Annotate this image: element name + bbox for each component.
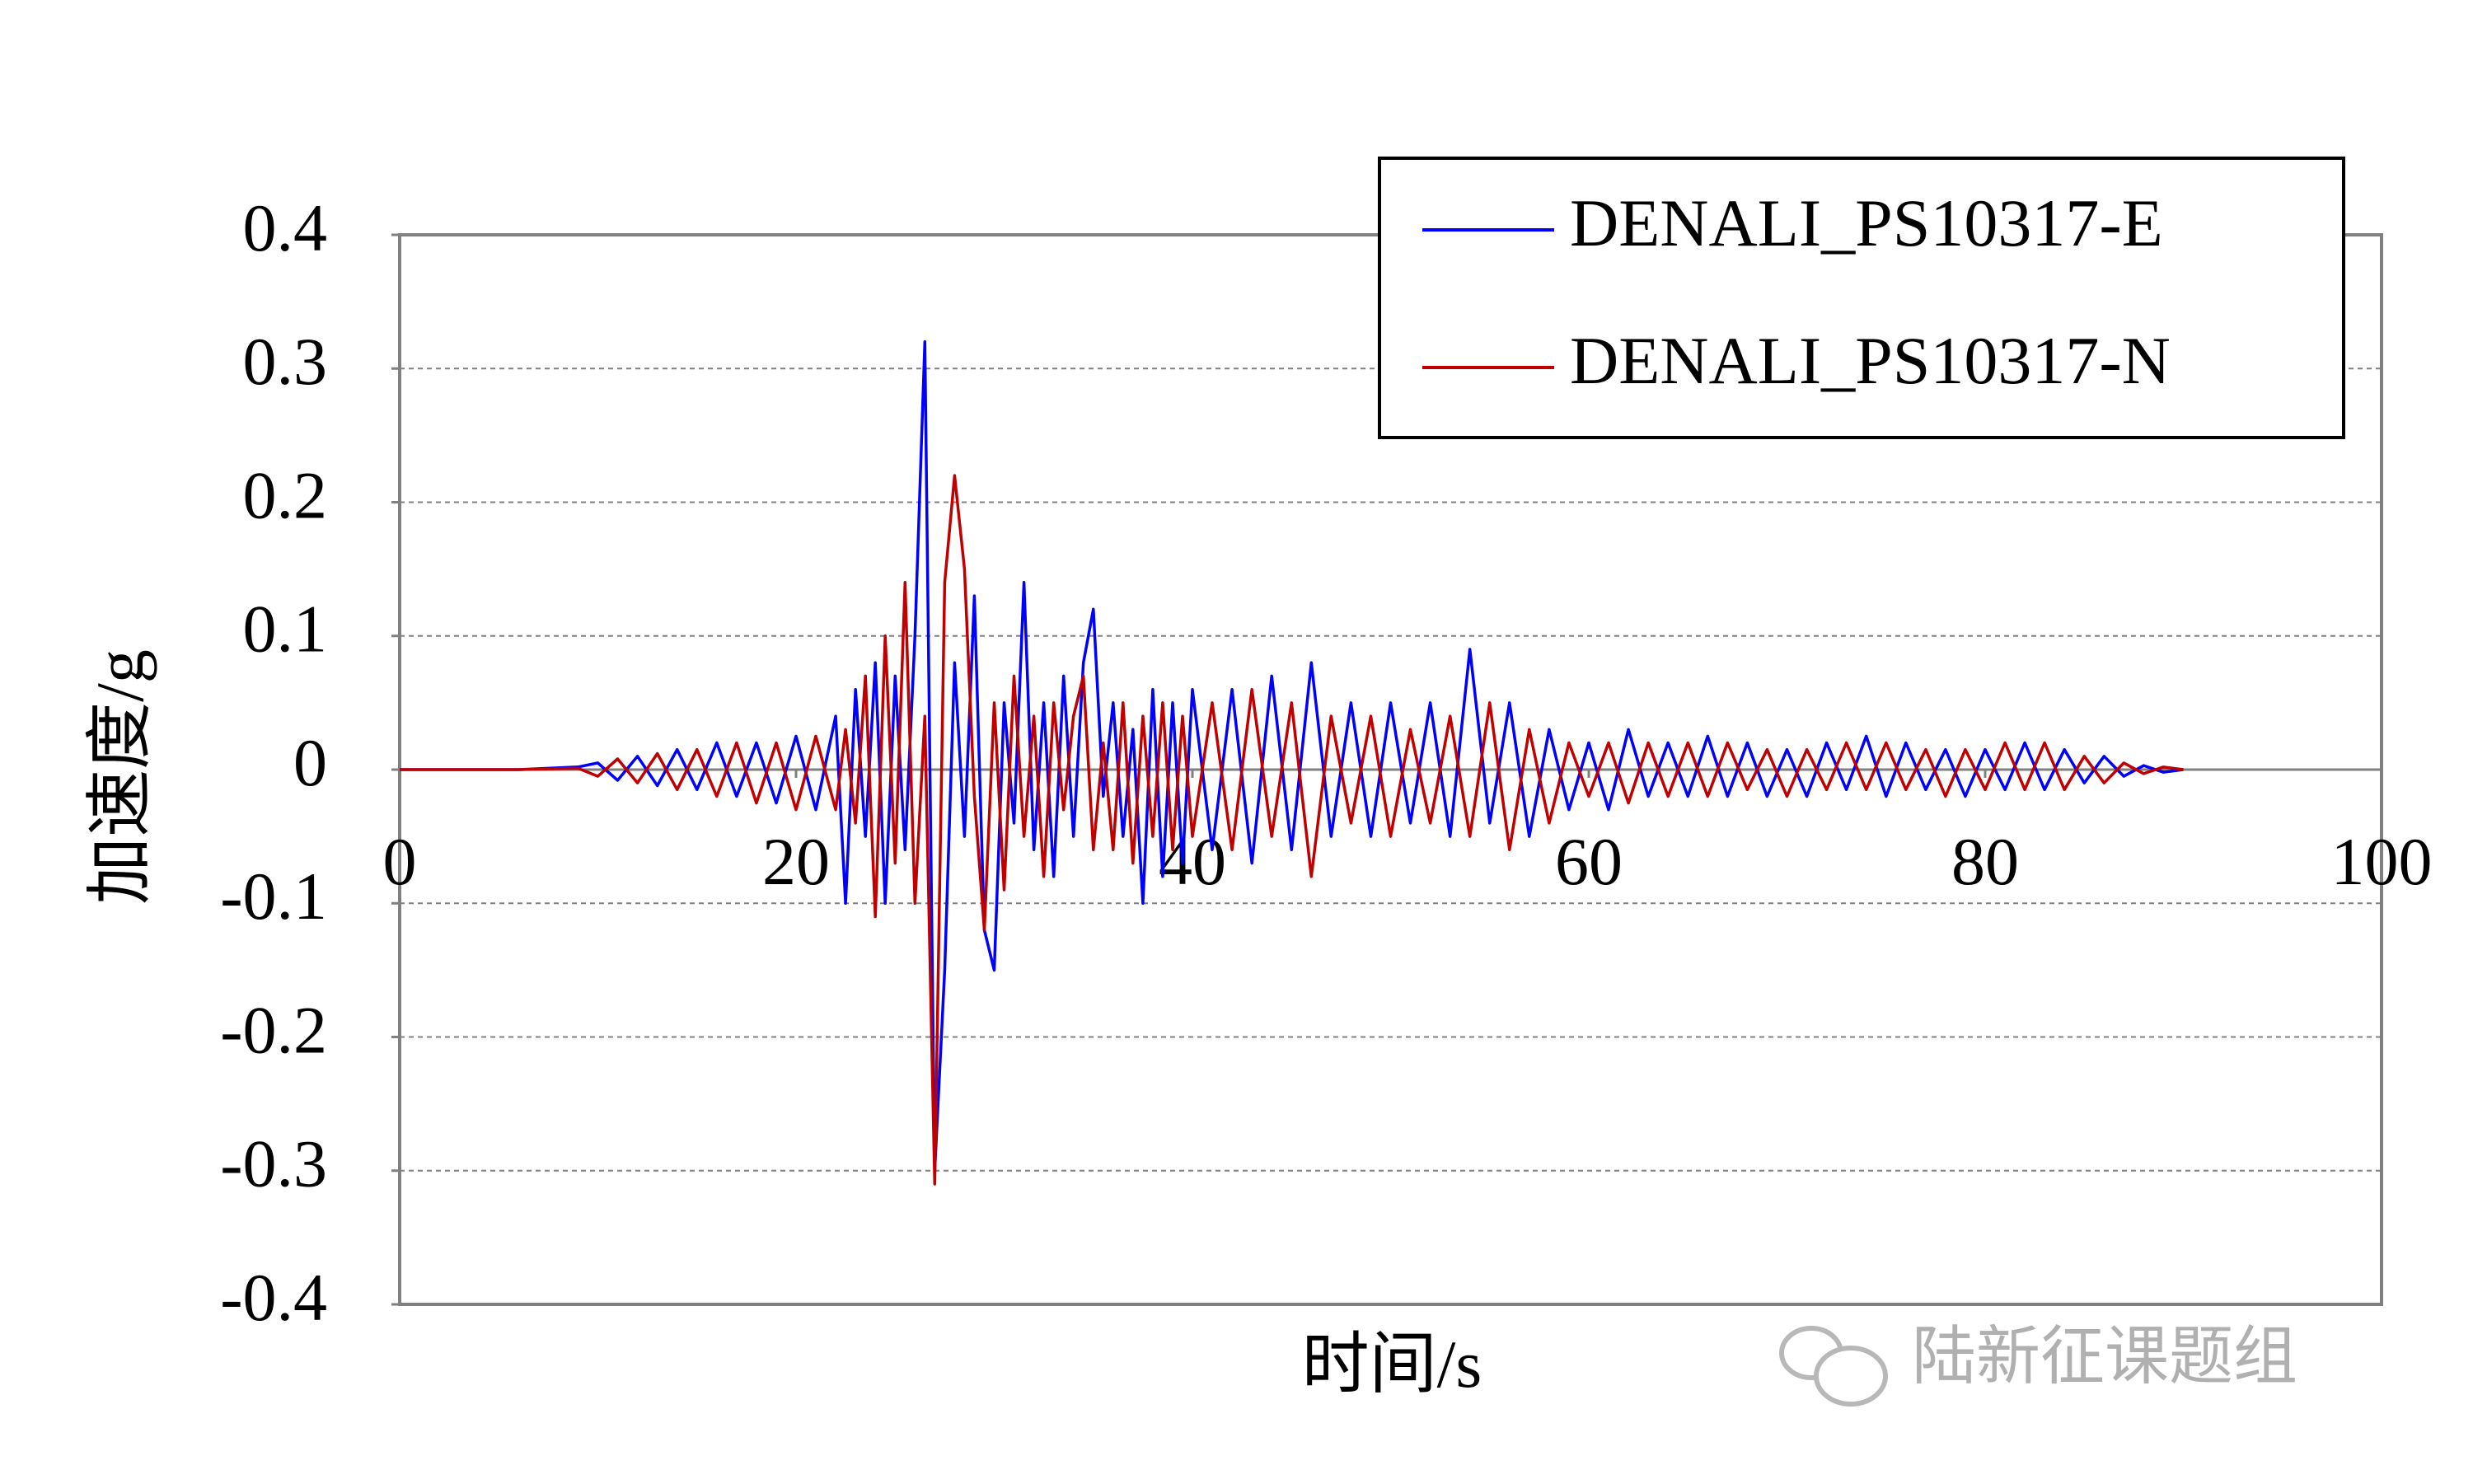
watermark: 陆新征课题组 [1912, 1319, 2297, 1393]
y-tick-label: 0.3 [243, 324, 328, 399]
y-tick-label: 0.4 [243, 190, 328, 265]
y-tick-label: -0.2 [220, 992, 327, 1067]
legend-box [1378, 157, 2345, 439]
x-tick-label: 80 [1951, 824, 2019, 899]
y-tick-label: 0 [293, 725, 327, 800]
y-tick-label: 0.2 [243, 457, 328, 532]
series-line [400, 340, 2184, 1173]
x-tick-label: 20 [762, 824, 830, 899]
series-line [400, 474, 2184, 1186]
y-tick-label: -0.4 [220, 1260, 327, 1335]
x-axis-title: 时间/s [1302, 1327, 1482, 1402]
x-tick-label: 60 [1555, 824, 1623, 899]
y-tick-label: 0.1 [243, 592, 328, 667]
y-axis-title: 加速度/g [82, 649, 157, 905]
legend-label: DENALI_PS10317-N [1570, 323, 2171, 398]
watermark-icon [1779, 1326, 1888, 1407]
y-tick-label: -0.1 [220, 859, 327, 934]
legend-label: DENALI_PS10317-E [1570, 185, 2163, 260]
y-tick-label: -0.3 [220, 1126, 327, 1201]
x-tick-label: 100 [2331, 824, 2433, 899]
x-tick-label: 0 [383, 824, 417, 899]
